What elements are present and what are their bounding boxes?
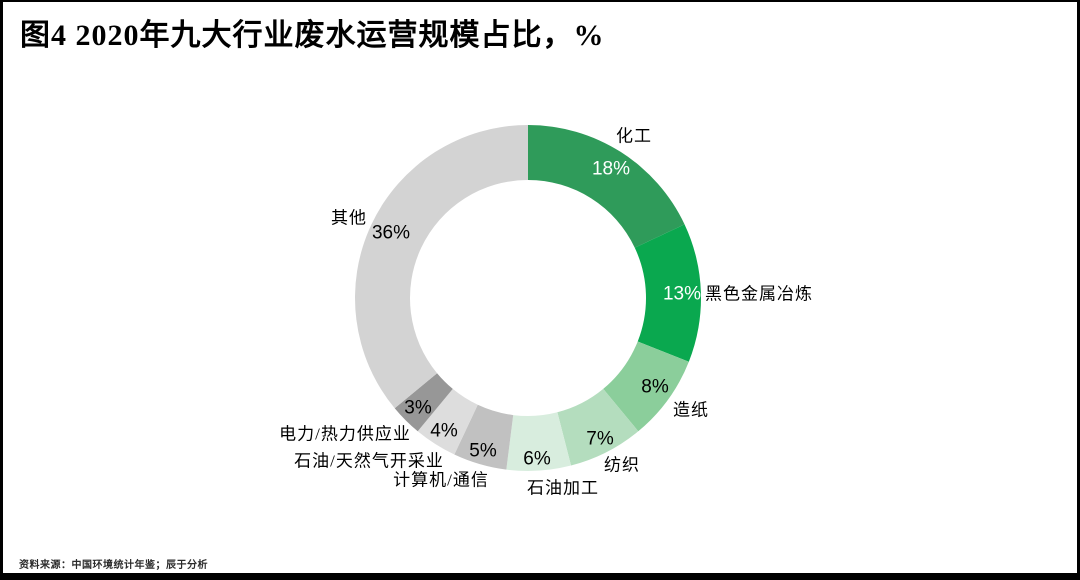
segment-percent-label: 6%: [523, 448, 551, 470]
segment-percent-label: 36%: [371, 222, 411, 244]
segment-name-label: 石油加工: [527, 478, 599, 498]
donut-segment-7: [417, 388, 478, 455]
segment-name-label: 石油/天然气开采业: [294, 451, 444, 471]
segment-name-label: 化工: [616, 126, 652, 146]
donut-chart: 18% 化工 13% 黑色金属冶炼 8% 造纸 7% 纺织 6% 石油加工 5% 计算机/通信 4% 石油…: [3, 2, 1080, 580]
segment-name-label: 纺织: [604, 455, 640, 475]
donut-chart-svg: [355, 124, 702, 472]
donut-segment-9: [355, 124, 528, 409]
segment-percent-label: 4%: [430, 420, 458, 442]
donut-segment-1: [528, 125, 685, 248]
donut-segment-6: [454, 404, 514, 470]
segment-name-label: 其他: [331, 208, 367, 228]
chart-label-layer: 18% 化工 13% 黑色金属冶炼 8% 造纸 7% 纺织 6% 石油加工 5% 计算机/通信 4% 石油…: [3, 2, 1080, 580]
segment-name-label: 电力/热力供应业: [279, 424, 411, 444]
segment-percent-label: 13%: [662, 283, 702, 305]
donut-segment-3: [603, 341, 689, 432]
donut-segment-4: [557, 388, 639, 466]
segment-name-label: 黑色金属冶炼: [705, 284, 813, 304]
segment-percent-label: 7%: [586, 428, 614, 450]
segment-percent-label: 5%: [469, 440, 497, 462]
segment-name-label: 计算机/通信: [393, 470, 489, 490]
segment-percent-label: 18%: [591, 158, 631, 180]
donut-segment-2: [634, 224, 702, 362]
figure-title: 图4 2020年九大行业废水运营规模占比，%: [20, 19, 605, 52]
segment-name-label: 造纸: [673, 400, 709, 420]
donut-segment-5: [506, 412, 572, 472]
segment-percent-label: 8%: [641, 376, 669, 398]
segment-percent-label: 3%: [404, 397, 432, 419]
donut-segment-8: [394, 373, 453, 432]
source-note: 资料来源：中国环境统计年鉴；辰于分析: [19, 560, 208, 571]
